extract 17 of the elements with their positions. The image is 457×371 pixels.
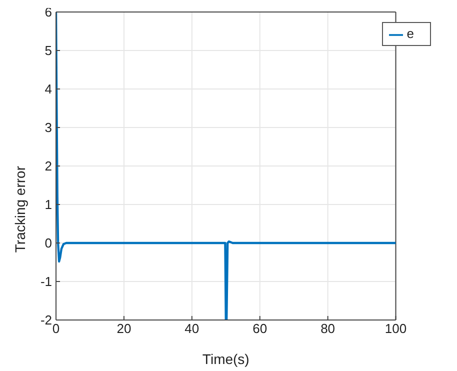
x-axis-title: Time(s) [202, 351, 250, 367]
legend-label: e [406, 26, 414, 41]
x-tick-label: 40 [184, 321, 200, 336]
y-tick-label: 5 [44, 43, 52, 58]
y-tick-label: 3 [44, 120, 52, 136]
line-series [56, 12, 396, 320]
x-tick-label: 20 [116, 321, 132, 336]
y-tick-label: 4 [44, 82, 52, 97]
x-tick-label: 80 [320, 321, 336, 336]
y-axis-title: Tracking error [12, 166, 28, 253]
y-tick-label: 0 [44, 236, 52, 251]
x-tick-label: 60 [252, 321, 268, 336]
y-tick-label: -2 [40, 312, 52, 328]
y-tick-label: 2 [44, 158, 52, 174]
y-tick-label: 1 [44, 197, 52, 212]
y-tick-label: -1 [40, 274, 52, 290]
x-tick-label: 100 [384, 321, 407, 336]
